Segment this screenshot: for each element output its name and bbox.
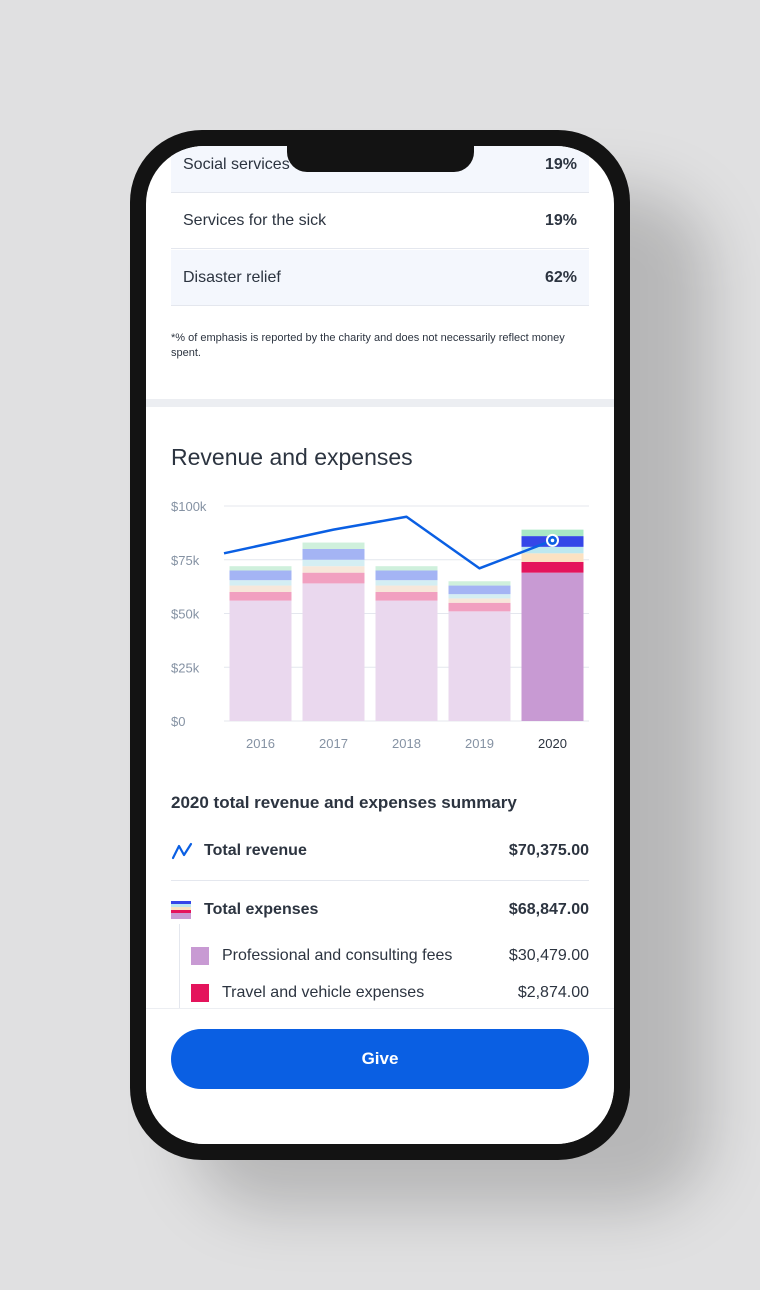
bar-segment (302, 566, 365, 573)
y-tick-label: $0 (171, 714, 185, 729)
expense-item-travel: Travel and vehicle expenses $2,874.00 (191, 984, 589, 1002)
x-tick-label: 2019 (465, 736, 494, 751)
bar-segment (375, 580, 438, 586)
expense-item-value: $30,479.00 (508, 947, 589, 964)
bar-segment (375, 592, 438, 601)
total-revenue-value: $70,375.00 (508, 842, 589, 859)
bar-segment (375, 585, 438, 592)
x-tick-label: 2017 (319, 736, 348, 751)
summary-separator (171, 880, 589, 881)
bar-segment (375, 600, 438, 721)
emphasis-row-social-services: Social services 19% (171, 146, 589, 193)
bar-segment (448, 602, 511, 612)
emphasis-row-services-for-sick: Services for the sick 19% (171, 193, 589, 249)
bar-segment (229, 570, 292, 581)
swatch-professional-fees (191, 947, 209, 965)
y-tick-label: $100k (171, 499, 207, 514)
bar-segment (521, 546, 584, 554)
give-button[interactable]: Give (171, 1029, 589, 1089)
emphasis-pct: 19% (544, 211, 577, 229)
bar-segment (229, 566, 292, 571)
bar-segment (521, 561, 584, 573)
bar-segment (448, 594, 511, 599)
revenue-point-center (550, 538, 555, 543)
expense-item-label: Professional and consulting fees (222, 947, 453, 964)
x-tick-label: 2016 (246, 736, 275, 751)
bar-segment (521, 572, 584, 721)
bar-segment (229, 592, 292, 601)
bar-segment (521, 553, 584, 562)
emphasis-pct: 62% (544, 268, 577, 286)
y-tick-label: $50k (171, 607, 200, 622)
bar-segment (448, 585, 511, 595)
stacked-bar-icon (171, 901, 191, 919)
section-divider (146, 399, 614, 407)
bar-segment (375, 566, 438, 571)
bar-segment (302, 549, 365, 560)
emphasis-footnote: *% of emphasis is reported by the charit… (171, 332, 565, 359)
bar-segment (229, 600, 292, 721)
expense-item-value: $2,874.00 (517, 984, 589, 1001)
expenses-tree-line (179, 924, 180, 1014)
phone-screen[interactable]: Social services 19% Services for the sic… (146, 146, 614, 1144)
y-tick-label: $25k (171, 660, 200, 675)
x-tick-label: 2020 (538, 736, 567, 751)
emphasis-label: Services for the sick (183, 211, 327, 229)
y-tick-label: $75k (171, 553, 200, 568)
bar-segment (448, 581, 511, 586)
emphasis-label: Social services (183, 155, 290, 173)
bar-segment (521, 529, 584, 537)
phone-notch (287, 146, 474, 172)
total-expenses-label: Total expenses (204, 901, 319, 918)
bottom-action-bar: Give (146, 1008, 614, 1144)
section-title: Revenue and expenses (171, 444, 413, 470)
x-tick-label: 2018 (392, 736, 421, 751)
bar-segment (302, 542, 365, 549)
bar-segment (448, 611, 511, 721)
revenue-line-icon (171, 842, 193, 860)
emphasis-label: Disaster relief (183, 268, 281, 286)
bar-segment (375, 570, 438, 581)
bar-segment (302, 583, 365, 721)
bar-segment (229, 585, 292, 592)
expense-item-professional-fees: Professional and consulting fees $30,479… (191, 947, 589, 965)
expense-item-label: Travel and vehicle expenses (222, 984, 425, 1001)
total-revenue-row: Total revenue $70,375.00 (171, 842, 589, 860)
bar-segment (229, 580, 292, 586)
emphasis-row-disaster-relief: Disaster relief 62% (171, 250, 589, 306)
bar-segment (448, 598, 511, 603)
bar-segment (302, 559, 365, 567)
revenue-expenses-chart[interactable]: $0 $25k $50k $75k $100k 2016 2017 2018 2019 2020 (146, 486, 614, 766)
summary-title: 2020 total revenue and expenses summary (171, 793, 517, 812)
total-revenue-label: Total revenue (204, 842, 307, 859)
total-expenses-row: Total expenses $68,847.00 (171, 901, 589, 919)
total-expenses-value: $68,847.00 (508, 901, 589, 918)
swatch-travel (191, 984, 209, 1002)
bar-segment (302, 572, 365, 584)
revenue-line (223, 515, 553, 570)
emphasis-pct: 19% (544, 155, 577, 173)
